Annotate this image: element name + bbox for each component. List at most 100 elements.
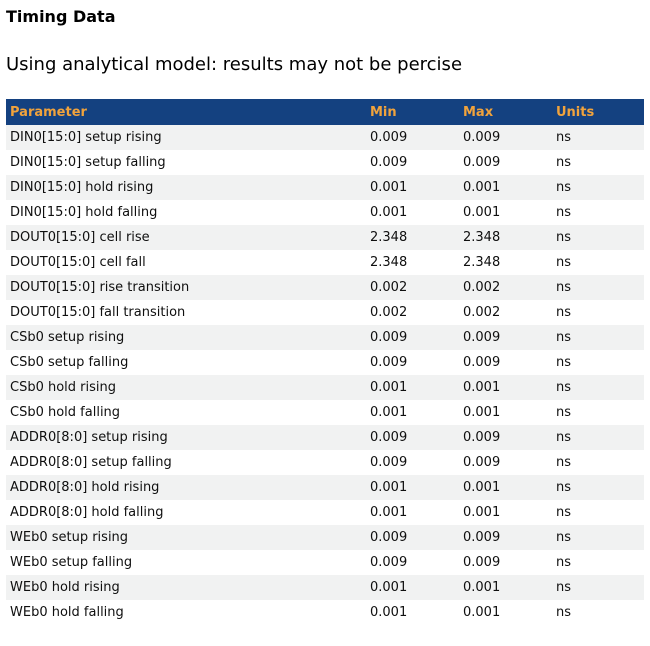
table-row: ADDR0[8:0] hold rising 0.001 0.001 ns [6, 475, 644, 500]
table-row: CSb0 hold falling 0.001 0.001 ns [6, 400, 644, 425]
min-cell: 0.001 [370, 180, 408, 195]
max-cell: 0.001 [463, 605, 501, 620]
table-row: DOUT0[15:0] cell rise 2.348 2.348 ns [6, 225, 644, 250]
max-cell: 0.001 [463, 505, 501, 520]
table-row: DIN0[15:0] hold rising 0.001 0.001 ns [6, 175, 644, 200]
min-cell: 0.001 [370, 480, 408, 495]
timing-data-table: Parameter Min Max Units DIN0[15:0] setup… [6, 99, 644, 625]
min-cell: 0.001 [370, 380, 408, 395]
units-cell: ns [556, 580, 572, 595]
min-cell: 0.001 [370, 505, 408, 520]
parameter-cell: CSb0 setup falling [10, 355, 129, 370]
max-cell: 0.001 [463, 480, 501, 495]
units-cell: ns [556, 180, 572, 195]
units-cell: ns [556, 405, 572, 420]
parameter-cell: ADDR0[8:0] hold falling [10, 505, 164, 520]
max-cell: 0.009 [463, 455, 501, 470]
parameter-cell: DOUT0[15:0] cell rise [10, 230, 150, 245]
min-cell: 0.001 [370, 605, 408, 620]
table-row: WEb0 setup rising 0.009 0.009 ns [6, 525, 644, 550]
units-cell: ns [556, 480, 572, 495]
max-cell: 0.001 [463, 580, 501, 595]
max-cell: 0.001 [463, 180, 501, 195]
table-row: CSb0 hold rising 0.001 0.001 ns [6, 375, 644, 400]
parameter-cell: CSb0 hold falling [10, 405, 121, 420]
column-header-units: Units [556, 104, 595, 120]
units-cell: ns [556, 455, 572, 470]
parameter-cell: DIN0[15:0] setup rising [10, 130, 162, 145]
table-row: DOUT0[15:0] cell fall 2.348 2.348 ns [6, 250, 644, 275]
parameter-cell: WEb0 hold falling [10, 605, 124, 620]
units-cell: ns [556, 355, 572, 370]
table-row: WEb0 hold falling 0.001 0.001 ns [6, 600, 644, 625]
min-cell: 0.009 [370, 455, 408, 470]
units-cell: ns [556, 130, 572, 145]
parameter-cell: WEb0 setup falling [10, 555, 133, 570]
parameter-cell: WEb0 hold rising [10, 580, 120, 595]
units-cell: ns [556, 205, 572, 220]
min-cell: 0.009 [370, 130, 408, 145]
units-cell: ns [556, 230, 572, 245]
table-row: DOUT0[15:0] fall transition 0.002 0.002 … [6, 300, 644, 325]
parameter-cell: ADDR0[8:0] setup falling [10, 455, 172, 470]
min-cell: 0.002 [370, 280, 408, 295]
column-header-min: Min [370, 104, 397, 120]
max-cell: 0.002 [463, 305, 501, 320]
min-cell: 0.009 [370, 155, 408, 170]
table-row: WEb0 hold rising 0.001 0.001 ns [6, 575, 644, 600]
table-header-row: Parameter Min Max Units [6, 99, 644, 125]
units-cell: ns [556, 530, 572, 545]
parameter-cell: WEb0 setup rising [10, 530, 129, 545]
units-cell: ns [556, 505, 572, 520]
units-cell: ns [556, 255, 572, 270]
min-cell: 0.002 [370, 305, 408, 320]
min-cell: 0.009 [370, 530, 408, 545]
parameter-cell: DOUT0[15:0] fall transition [10, 305, 186, 320]
max-cell: 0.009 [463, 155, 501, 170]
units-cell: ns [556, 430, 572, 445]
max-cell: 0.002 [463, 280, 501, 295]
column-header-parameter: Parameter [10, 104, 87, 120]
table-row: DIN0[15:0] setup rising 0.009 0.009 ns [6, 125, 644, 150]
parameter-cell: DOUT0[15:0] cell fall [10, 255, 146, 270]
max-cell: 0.009 [463, 430, 501, 445]
min-cell: 0.001 [370, 580, 408, 595]
max-cell: 0.009 [463, 330, 501, 345]
units-cell: ns [556, 605, 572, 620]
page-title: Timing Data [6, 7, 116, 26]
table-row: ADDR0[8:0] setup rising 0.009 0.009 ns [6, 425, 644, 450]
max-cell: 0.009 [463, 555, 501, 570]
parameter-cell: DIN0[15:0] setup falling [10, 155, 166, 170]
table-row: DIN0[15:0] hold falling 0.001 0.001 ns [6, 200, 644, 225]
units-cell: ns [556, 380, 572, 395]
min-cell: 0.009 [370, 355, 408, 370]
table-row: DOUT0[15:0] rise transition 0.002 0.002 … [6, 275, 644, 300]
min-cell: 0.001 [370, 405, 408, 420]
units-cell: ns [556, 305, 572, 320]
column-header-max: Max [463, 104, 494, 120]
units-cell: ns [556, 155, 572, 170]
max-cell: 2.348 [463, 255, 501, 270]
max-cell: 2.348 [463, 230, 501, 245]
table-row: WEb0 setup falling 0.009 0.009 ns [6, 550, 644, 575]
max-cell: 0.001 [463, 405, 501, 420]
units-cell: ns [556, 555, 572, 570]
parameter-cell: CSb0 setup rising [10, 330, 125, 345]
min-cell: 0.009 [370, 330, 408, 345]
table-row: ADDR0[8:0] setup falling 0.009 0.009 ns [6, 450, 644, 475]
parameter-cell: ADDR0[8:0] hold rising [10, 480, 160, 495]
table-row: ADDR0[8:0] hold falling 0.001 0.001 ns [6, 500, 644, 525]
max-cell: 0.009 [463, 355, 501, 370]
units-cell: ns [556, 330, 572, 345]
table-row: CSb0 setup rising 0.009 0.009 ns [6, 325, 644, 350]
table-body: DIN0[15:0] setup rising 0.009 0.009 ns D… [6, 125, 644, 625]
min-cell: 2.348 [370, 255, 408, 270]
table-row: CSb0 setup falling 0.009 0.009 ns [6, 350, 644, 375]
max-cell: 0.009 [463, 130, 501, 145]
min-cell: 0.009 [370, 430, 408, 445]
units-cell: ns [556, 280, 572, 295]
max-cell: 0.009 [463, 530, 501, 545]
min-cell: 0.009 [370, 555, 408, 570]
max-cell: 0.001 [463, 205, 501, 220]
page-subtitle: Using analytical model: results may not … [6, 54, 463, 75]
